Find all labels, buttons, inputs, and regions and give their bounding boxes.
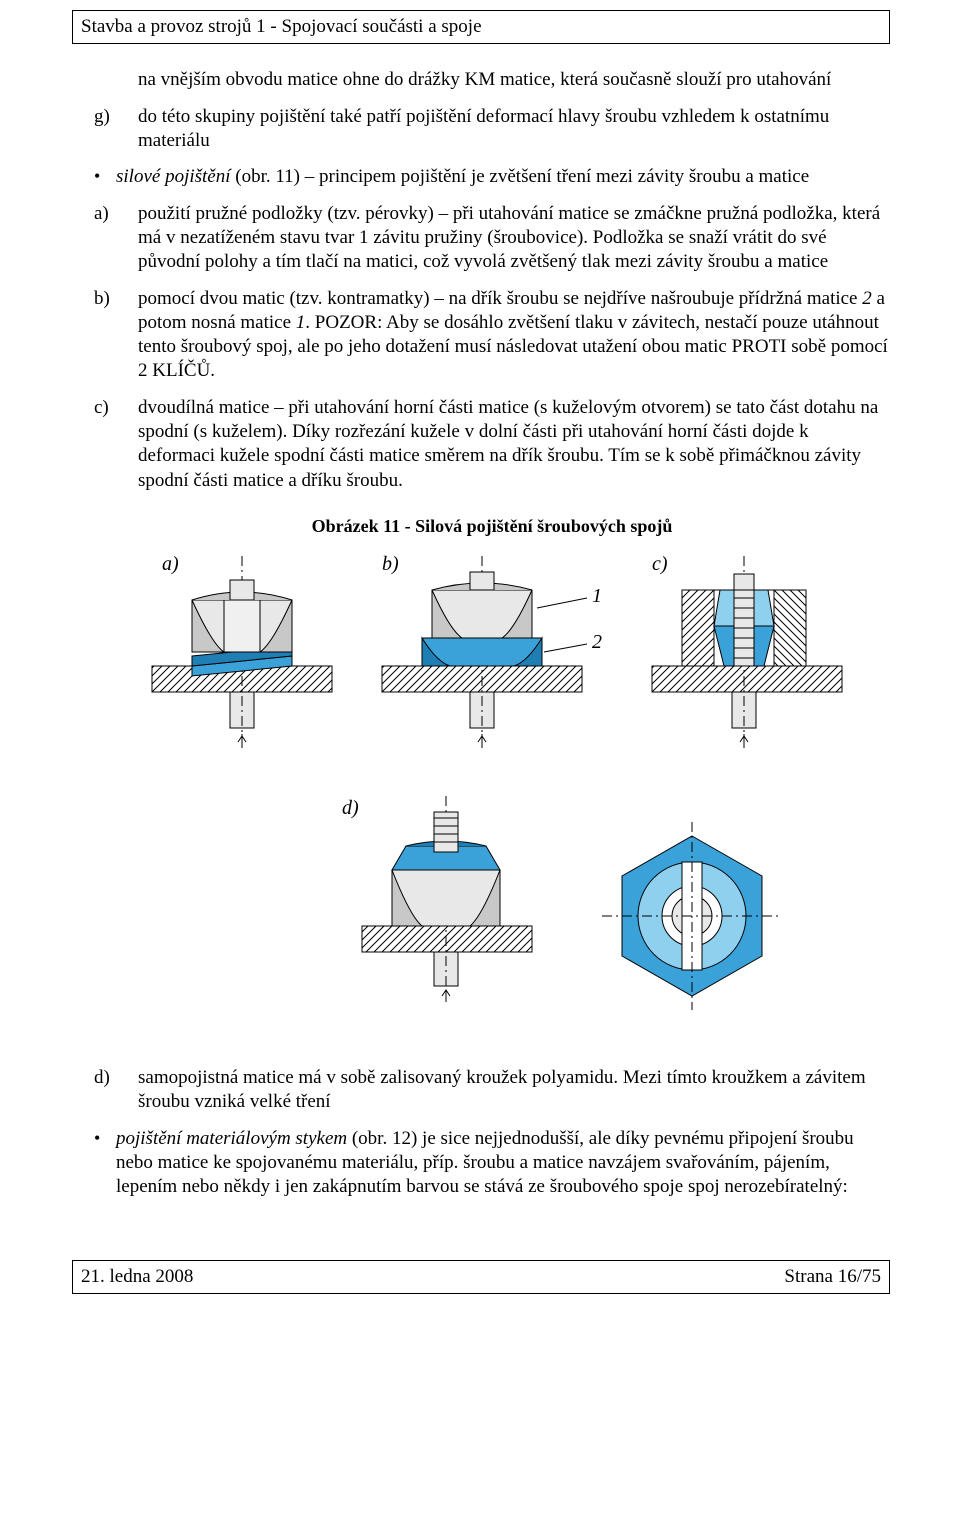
item-b-it1: 2 (862, 288, 872, 309)
fig-b-label: b) (382, 553, 399, 575)
item-c: c) dvoudílná matice – při utahování horn… (94, 396, 890, 505)
figure-11: a) (122, 546, 862, 1026)
item-g: g) do této skupiny pojištění také patří … (94, 105, 890, 166)
bullet-material: • pojištění materiálovým stykem (obr. 12… (72, 1127, 868, 1200)
bullet-silove-label: silové pojištění (116, 166, 231, 187)
page-header-title: Stavba a provoz strojů 1 - Spojovací sou… (81, 16, 482, 37)
bullet-silove-text: silové pojištění (obr. 11) – principem p… (116, 165, 868, 189)
intro-text: na vnějším obvodu matice ohne do drážky … (138, 68, 890, 104)
item-d: d) samopojistná matice má v sobě zalisov… (94, 1066, 890, 1127)
bullet-material-label: pojištění materiálovým stykem (116, 1128, 347, 1149)
list-block-2: a) použití pružné podložky (tzv. pérovky… (94, 202, 890, 505)
item-g-text: do této skupiny pojištění také patří poj… (138, 105, 890, 166)
footer-left: 21. ledna 2008 (73, 1261, 508, 1293)
fig-b-callout-1: 1 (592, 585, 602, 607)
item-a: a) použití pružné podložky (tzv. pérovky… (94, 202, 890, 287)
item-c-marker: c) (94, 396, 138, 505)
item-b-it2: 1 (296, 312, 306, 333)
item-c-text: dvoudílná matice – při utahování horní č… (138, 396, 890, 505)
item-a-marker: a) (94, 202, 138, 287)
bullet-silove: • silové pojištění (obr. 11) – principem… (72, 165, 868, 189)
item-b-pre: pomocí dvou matic (tzv. kontramatky) – n… (138, 288, 862, 309)
intro-marker-empty (94, 68, 138, 104)
fig-a-label: a) (162, 553, 179, 575)
item-b-marker: b) (94, 287, 138, 396)
item-b-text: pomocí dvou matic (tzv. kontramatky) – n… (138, 287, 890, 396)
fig-d-label: d) (342, 797, 359, 819)
item-b: b) pomocí dvou matic (tzv. kontramatky) … (94, 287, 890, 396)
bullet-material-text: pojištění materiálovým stykem (obr. 12) … (116, 1127, 868, 1200)
item-a-text: použití pružné podložky (tzv. pérovky) –… (138, 202, 890, 287)
intro-row: na vnějším obvodu matice ohne do drážky … (94, 68, 890, 104)
fig-d: d) (342, 796, 782, 1010)
fig-b: b) (382, 553, 602, 748)
item-d-text: samopojistná matice má v sobě zalisovaný… (138, 1066, 890, 1127)
page-header-box: Stavba a provoz strojů 1 - Spojovací sou… (72, 10, 890, 44)
content: na vnějším obvodu matice ohne do drážky … (72, 68, 890, 1199)
bullet-silove-dot: • (72, 165, 116, 189)
page-footer: 21. ledna 2008 Strana 16/75 (72, 1260, 890, 1294)
fig-c-label: c) (652, 553, 668, 575)
list-block-3: d) samopojistná matice má v sobě zalisov… (94, 1066, 890, 1127)
footer-right: Strana 16/75 (508, 1261, 889, 1293)
footer-table: 21. ledna 2008 Strana 16/75 (73, 1261, 889, 1293)
page: Stavba a provoz strojů 1 - Spojovací sou… (0, 0, 960, 1314)
figure-caption: Obrázek 11 - Silová pojištění šroubových… (94, 515, 890, 538)
item-g-marker: g) (94, 105, 138, 166)
fig-b-callout-2: 2 (592, 631, 602, 653)
fig-a: a) (152, 553, 332, 748)
bullet-material-dot: • (72, 1127, 116, 1200)
fig-c: c) (652, 553, 842, 748)
item-d-marker: d) (94, 1066, 138, 1127)
figure-svg: a) (122, 546, 862, 1026)
bullet-silove-rest: (obr. 11) – principem pojištění je zvětš… (231, 166, 810, 187)
list-block-1: na vnějším obvodu matice ohne do drážky … (94, 68, 890, 165)
